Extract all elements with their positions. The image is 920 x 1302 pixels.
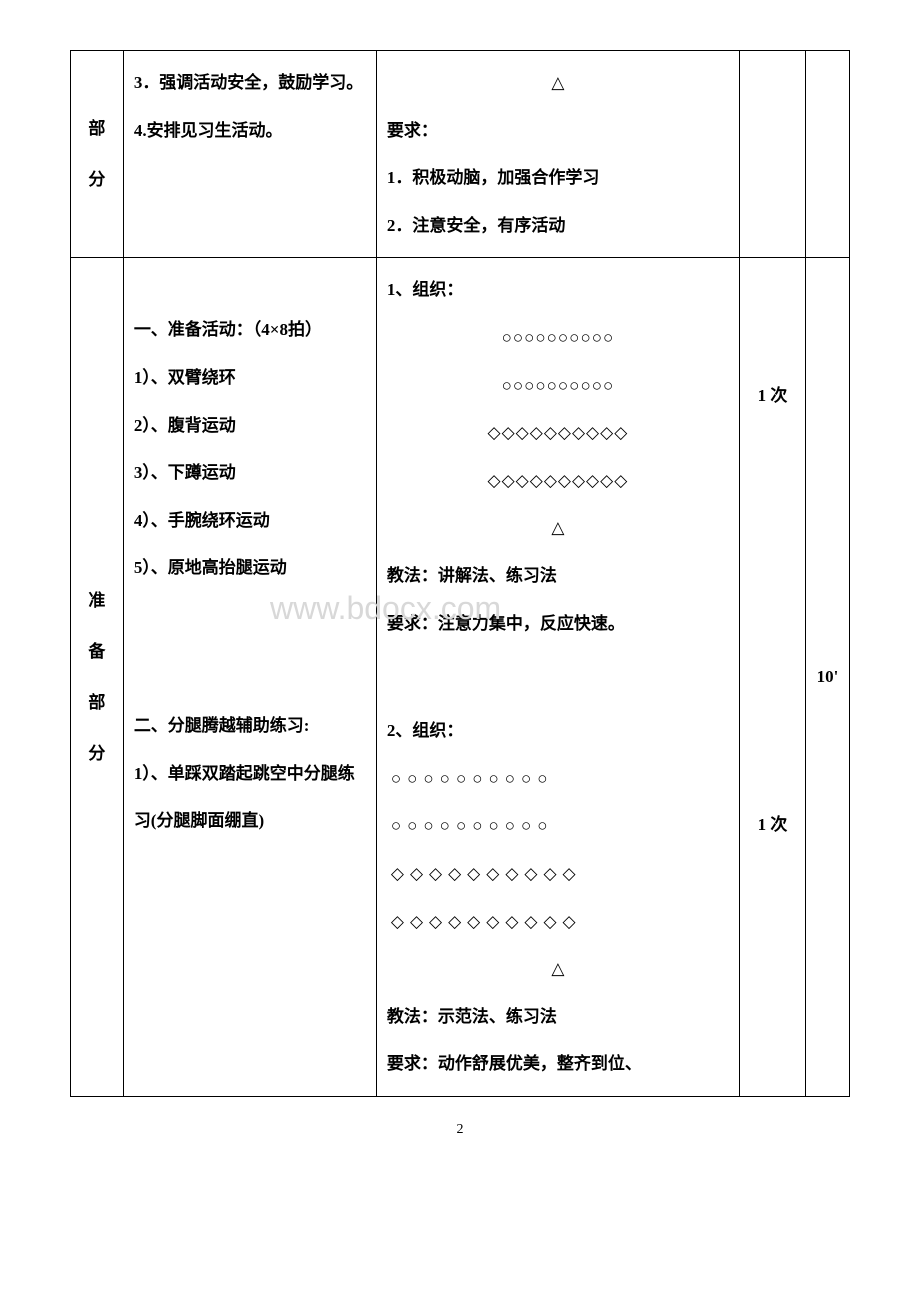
- duration-cell: 10': [805, 258, 849, 1097]
- formation-row: ◇◇◇◇◇◇◇◇◇◇: [387, 457, 729, 505]
- teaching-method: 教法：讲解法、练习法: [387, 552, 729, 600]
- teaching-method: 教法：示范法、练习法: [387, 993, 729, 1041]
- requirement-item: 1．积极动脑，加强合作学习: [387, 154, 729, 202]
- activity-item: 4）、手腕绕环运动: [134, 497, 366, 545]
- table-row: 部 分 3．强调活动安全，鼓励学习。 4.安排见习生活动。 △ 要求： 1．积极…: [71, 51, 850, 258]
- times-cell: [739, 51, 805, 258]
- activity-item: 1）、双臂绕环: [134, 354, 366, 402]
- section-char: 分: [88, 728, 105, 779]
- organization-cell: 1、组织： ○○○○○○○○○○ ○○○○○○○○○○ ◇◇◇◇◇◇◇◇◇◇ ◇…: [376, 258, 739, 1097]
- formation-row: ◇◇◇◇◇◇◇◇◇◇: [387, 898, 729, 946]
- formation-row: ○○○○○○○○○○: [387, 755, 729, 803]
- organization-cell: △ 要求： 1．积极动脑，加强合作学习 2．注意安全，有序活动: [376, 51, 739, 258]
- activity-item: 2）、腹背运动: [134, 402, 366, 450]
- lesson-plan-table: 部 分 3．强调活动安全，鼓励学习。 4.安排见习生活动。 △ 要求： 1．积极…: [70, 50, 850, 1097]
- section-cell: 部 分: [71, 51, 124, 258]
- formation-row: ○○○○○○○○○○: [387, 314, 729, 362]
- section-char: 分: [88, 154, 105, 205]
- duration-cell: [805, 51, 849, 258]
- repetition-count: 1 次: [750, 801, 795, 849]
- section-char: 准: [88, 575, 105, 626]
- formation-row: ○○○○○○○○○○: [387, 362, 729, 410]
- content-line: 3．强调活动安全，鼓励学习。: [134, 59, 366, 107]
- formation-triangle: △: [387, 59, 729, 107]
- activity-item: 1）、单踩双踏起跳空中分腿练习(分腿脚面绷直): [134, 750, 366, 845]
- times-cell: 1 次 1 次: [739, 258, 805, 1097]
- org-label: 1、组织：: [387, 266, 729, 314]
- formation-triangle: △: [387, 504, 729, 552]
- formation-row: ◇◇◇◇◇◇◇◇◇◇: [387, 850, 729, 898]
- activity-item: 3）、下蹲运动: [134, 449, 366, 497]
- repetition-count: 1 次: [750, 372, 795, 420]
- requirement-label: 要求：: [387, 107, 729, 155]
- activity-item: 5）、原地高抬腿运动: [134, 544, 366, 592]
- formation-row: ○○○○○○○○○○: [387, 802, 729, 850]
- section-char: 备: [88, 626, 105, 677]
- section-cell: 准 备 部 分: [71, 258, 124, 1097]
- section-char: 部: [88, 677, 105, 728]
- table-row: 准 备 部 分 一、准备活动：（4×8拍） 1）、双臂绕环 2）、腹背运动 3）…: [71, 258, 850, 1097]
- section-char: 部: [88, 103, 105, 154]
- formation-triangle: △: [387, 945, 729, 993]
- requirement-text: 要求：注意力集中，反应快速。: [387, 600, 729, 648]
- activity-title: 二、分腿腾越辅助练习:: [134, 702, 366, 750]
- formation-row: ◇◇◇◇◇◇◇◇◇◇: [387, 409, 729, 457]
- page-number: 2: [70, 1122, 850, 1138]
- activity-title: 一、准备活动：（4×8拍）: [134, 306, 366, 354]
- content-cell: 3．强调活动安全，鼓励学习。 4.安排见习生活动。: [123, 51, 376, 258]
- requirement-text: 要求：动作舒展优美，整齐到位、: [387, 1040, 729, 1088]
- content-line: 4.安排见习生活动。: [134, 107, 366, 155]
- duration-value: 10': [817, 667, 839, 686]
- content-cell: 一、准备活动：（4×8拍） 1）、双臂绕环 2）、腹背运动 3）、下蹲运动 4）…: [123, 258, 376, 1097]
- org-label: 2、组织：: [387, 707, 729, 755]
- requirement-item: 2．注意安全，有序活动: [387, 202, 729, 250]
